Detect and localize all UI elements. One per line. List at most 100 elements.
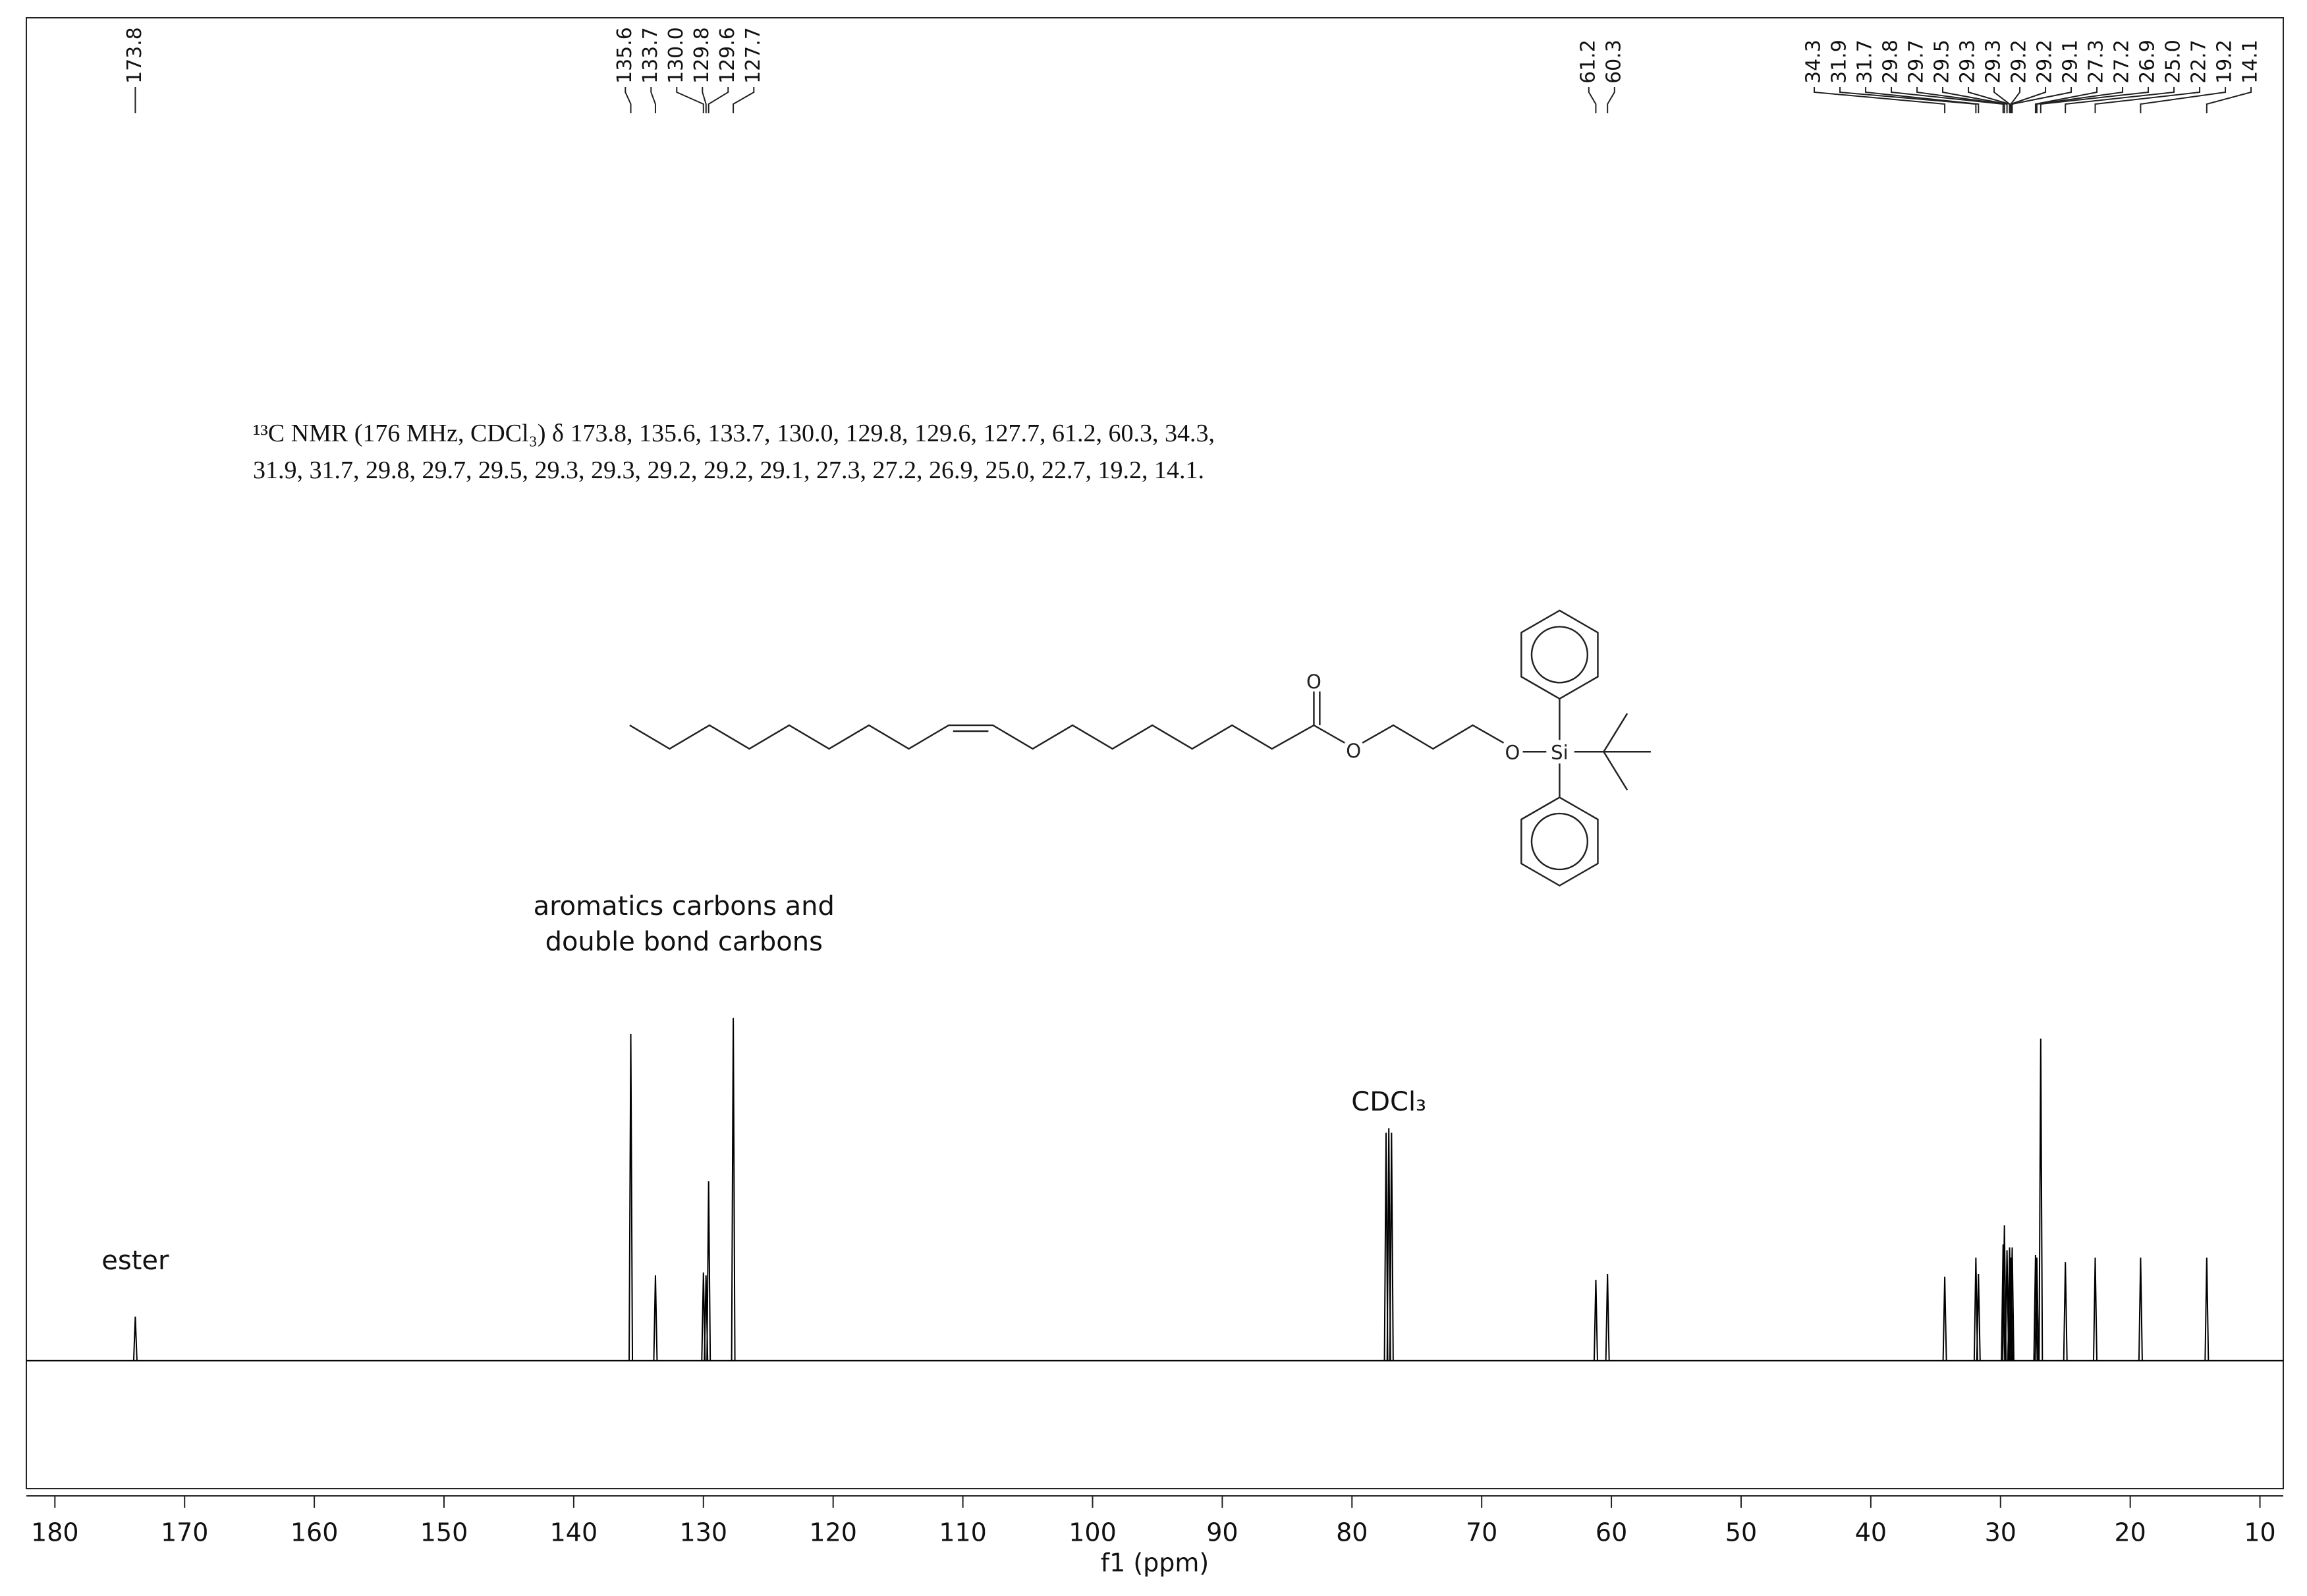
x-tick-label: 170 — [161, 1518, 209, 1547]
x-tick-label: 140 — [550, 1518, 598, 1547]
peak-label: 129.8 — [690, 27, 713, 84]
peak — [706, 1181, 711, 1361]
peak-leader — [625, 87, 632, 113]
peak-leader — [2140, 87, 2227, 113]
peak — [731, 1018, 736, 1361]
bond — [1362, 724, 1505, 750]
peak — [2038, 1038, 2043, 1361]
x-tick-label: 80 — [1336, 1518, 1368, 1547]
x-tick-label: 50 — [1725, 1518, 1757, 1547]
peak-label: 29.5 — [1931, 40, 1954, 84]
peak-leader — [733, 87, 755, 113]
peak-label: 29.3 — [1982, 40, 2005, 84]
peak-leader — [1588, 87, 1597, 113]
peak-label: 31.9 — [1828, 40, 1851, 84]
peak — [2001, 1244, 2006, 1361]
peak-leader — [650, 87, 656, 113]
peak-label: 34.3 — [1802, 40, 1825, 84]
annotation: aromatics carbons and — [534, 891, 835, 922]
peak — [1976, 1273, 1981, 1361]
description-line: ¹³C NMR (176 MHz, CDCl₃) δ 173.8, 135.6,… — [253, 420, 1215, 447]
peak-leader — [702, 87, 707, 113]
peak-leader — [2010, 87, 2047, 113]
x-tick-label: 120 — [809, 1518, 857, 1547]
phenyl — [1530, 812, 1589, 871]
x-axis-title: f1 (ppm) — [1101, 1549, 1209, 1578]
structure: O O O Si — [629, 609, 1651, 887]
x-tick-label: 20 — [2114, 1518, 2146, 1547]
peak — [2204, 1257, 2210, 1361]
peak — [1593, 1279, 1598, 1361]
peak-label: 29.8 — [1879, 40, 1903, 84]
peak-label: 129.6 — [716, 27, 739, 84]
peak-label: 133.7 — [639, 27, 662, 84]
peak — [2034, 1257, 2040, 1361]
annotation: ester — [101, 1246, 169, 1276]
x-tick-label: 180 — [31, 1518, 79, 1547]
annotation: CDCl₃ — [1351, 1087, 1426, 1117]
peak-label: 25.0 — [2162, 40, 2185, 84]
x-tick-label: 90 — [1206, 1518, 1238, 1547]
peak-leader — [2206, 87, 2252, 113]
peak-label: 29.1 — [2059, 40, 2082, 84]
bond — [1603, 713, 1628, 752]
description-line: 31.9, 31.7, 29.8, 29.7, 29.5, 29.3, 29.3… — [253, 456, 1204, 484]
peak-label: 130.0 — [665, 27, 688, 84]
x-tick-label: 150 — [420, 1518, 468, 1547]
peak-label: 27.2 — [2111, 40, 2134, 84]
peak — [2033, 1254, 2038, 1361]
x-tick-label: 30 — [1985, 1518, 2016, 1547]
peak-leader — [1607, 87, 1615, 113]
peak-leader — [2034, 87, 2098, 113]
bond — [1603, 751, 1628, 790]
annotation: double bond carbons — [545, 927, 823, 957]
x-tick-label: 60 — [1596, 1518, 1627, 1547]
peak-label: 27.3 — [2085, 40, 2108, 84]
x-tick-label: 70 — [1466, 1518, 1497, 1547]
peak — [1942, 1277, 1947, 1361]
peak-leader — [676, 87, 704, 113]
atom: O — [1306, 671, 1321, 693]
peak-label: 127.7 — [742, 27, 765, 84]
peak-leader — [1942, 87, 2008, 113]
peak-leader — [1865, 87, 1980, 113]
x-tick-label: 160 — [291, 1518, 339, 1547]
peak-leader — [1839, 87, 1977, 113]
peak-label: 26.9 — [2136, 40, 2159, 84]
peak — [2009, 1247, 2015, 1361]
peak-label: 29.2 — [2034, 40, 2057, 84]
phenyl — [1520, 796, 1599, 887]
peak-leader — [2036, 87, 2124, 113]
peak-leader — [2040, 87, 2150, 113]
peak — [2138, 1257, 2143, 1361]
peak-leader — [2011, 87, 2072, 113]
peak-leader — [1916, 87, 2005, 113]
peak — [132, 1316, 138, 1361]
peak — [628, 1033, 634, 1361]
peak — [653, 1275, 658, 1361]
peak-leader — [2065, 87, 2175, 113]
peak-label: 60.3 — [1602, 40, 1625, 84]
x-tick-label: 130 — [680, 1518, 728, 1547]
atom: Si — [1551, 741, 1568, 763]
peak — [2093, 1257, 2098, 1361]
atom: O — [1346, 740, 1361, 762]
peak-label: 14.1 — [2239, 40, 2262, 84]
peak-leader — [2094, 87, 2201, 113]
peak-leader — [1993, 87, 2011, 113]
bond — [1313, 724, 1345, 744]
peak-leader — [1814, 87, 1946, 113]
peak-label: 29.2 — [2008, 40, 2031, 84]
x-tick-label: 110 — [939, 1518, 987, 1547]
peak-label: 22.7 — [2188, 40, 2211, 84]
phenyl — [1530, 626, 1589, 684]
x-tick-label: 40 — [1855, 1518, 1887, 1547]
peak-leader — [708, 87, 729, 113]
alkyl-chain — [629, 724, 1315, 750]
atom: O — [1505, 741, 1520, 763]
peak-label: 31.7 — [1854, 40, 1877, 84]
phenyl — [1520, 609, 1599, 700]
peak — [1605, 1273, 1610, 1361]
